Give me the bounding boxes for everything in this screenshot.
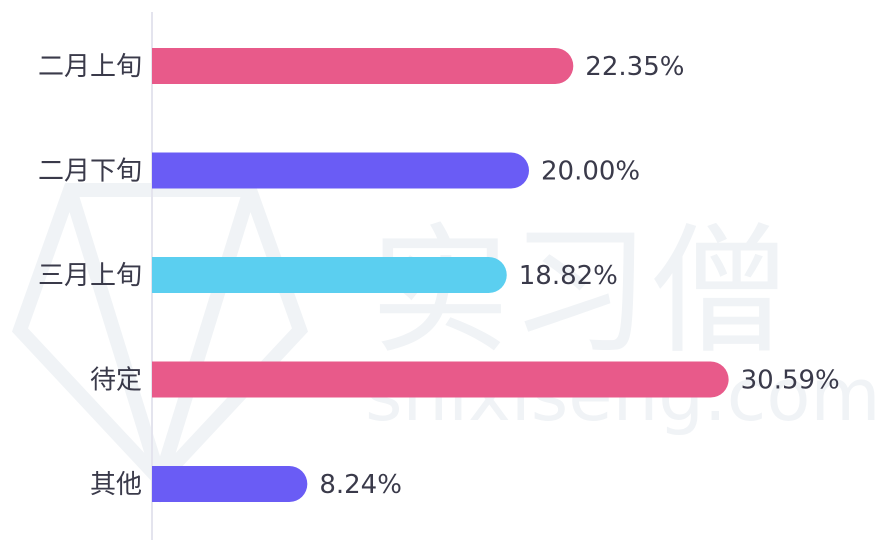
category-label: 其他	[90, 470, 142, 500]
bar-base	[152, 466, 170, 502]
category-label: 二月下旬	[38, 157, 142, 187]
value-label: 18.82%	[519, 261, 618, 291]
bar	[152, 257, 507, 293]
bar	[152, 48, 574, 84]
bar-base	[152, 48, 170, 84]
bars-group: 二月上旬 22.35% 二月下旬 20.00% 三月上旬 18.82% 待定 30.59% 其他…	[38, 48, 840, 502]
value-label: 22.35%	[585, 52, 684, 82]
value-label: 30.59%	[741, 366, 840, 396]
category-label: 三月上旬	[38, 261, 142, 291]
category-label: 待定	[90, 366, 142, 396]
bar	[152, 152, 529, 189]
value-label: 8.24%	[319, 470, 402, 500]
bar	[152, 466, 308, 502]
bar-base	[152, 361, 170, 398]
category-label: 二月上旬	[38, 52, 142, 82]
bar-base	[152, 257, 170, 293]
bar-base	[152, 152, 170, 189]
bar	[152, 361, 729, 398]
value-label: 20.00%	[541, 157, 640, 187]
